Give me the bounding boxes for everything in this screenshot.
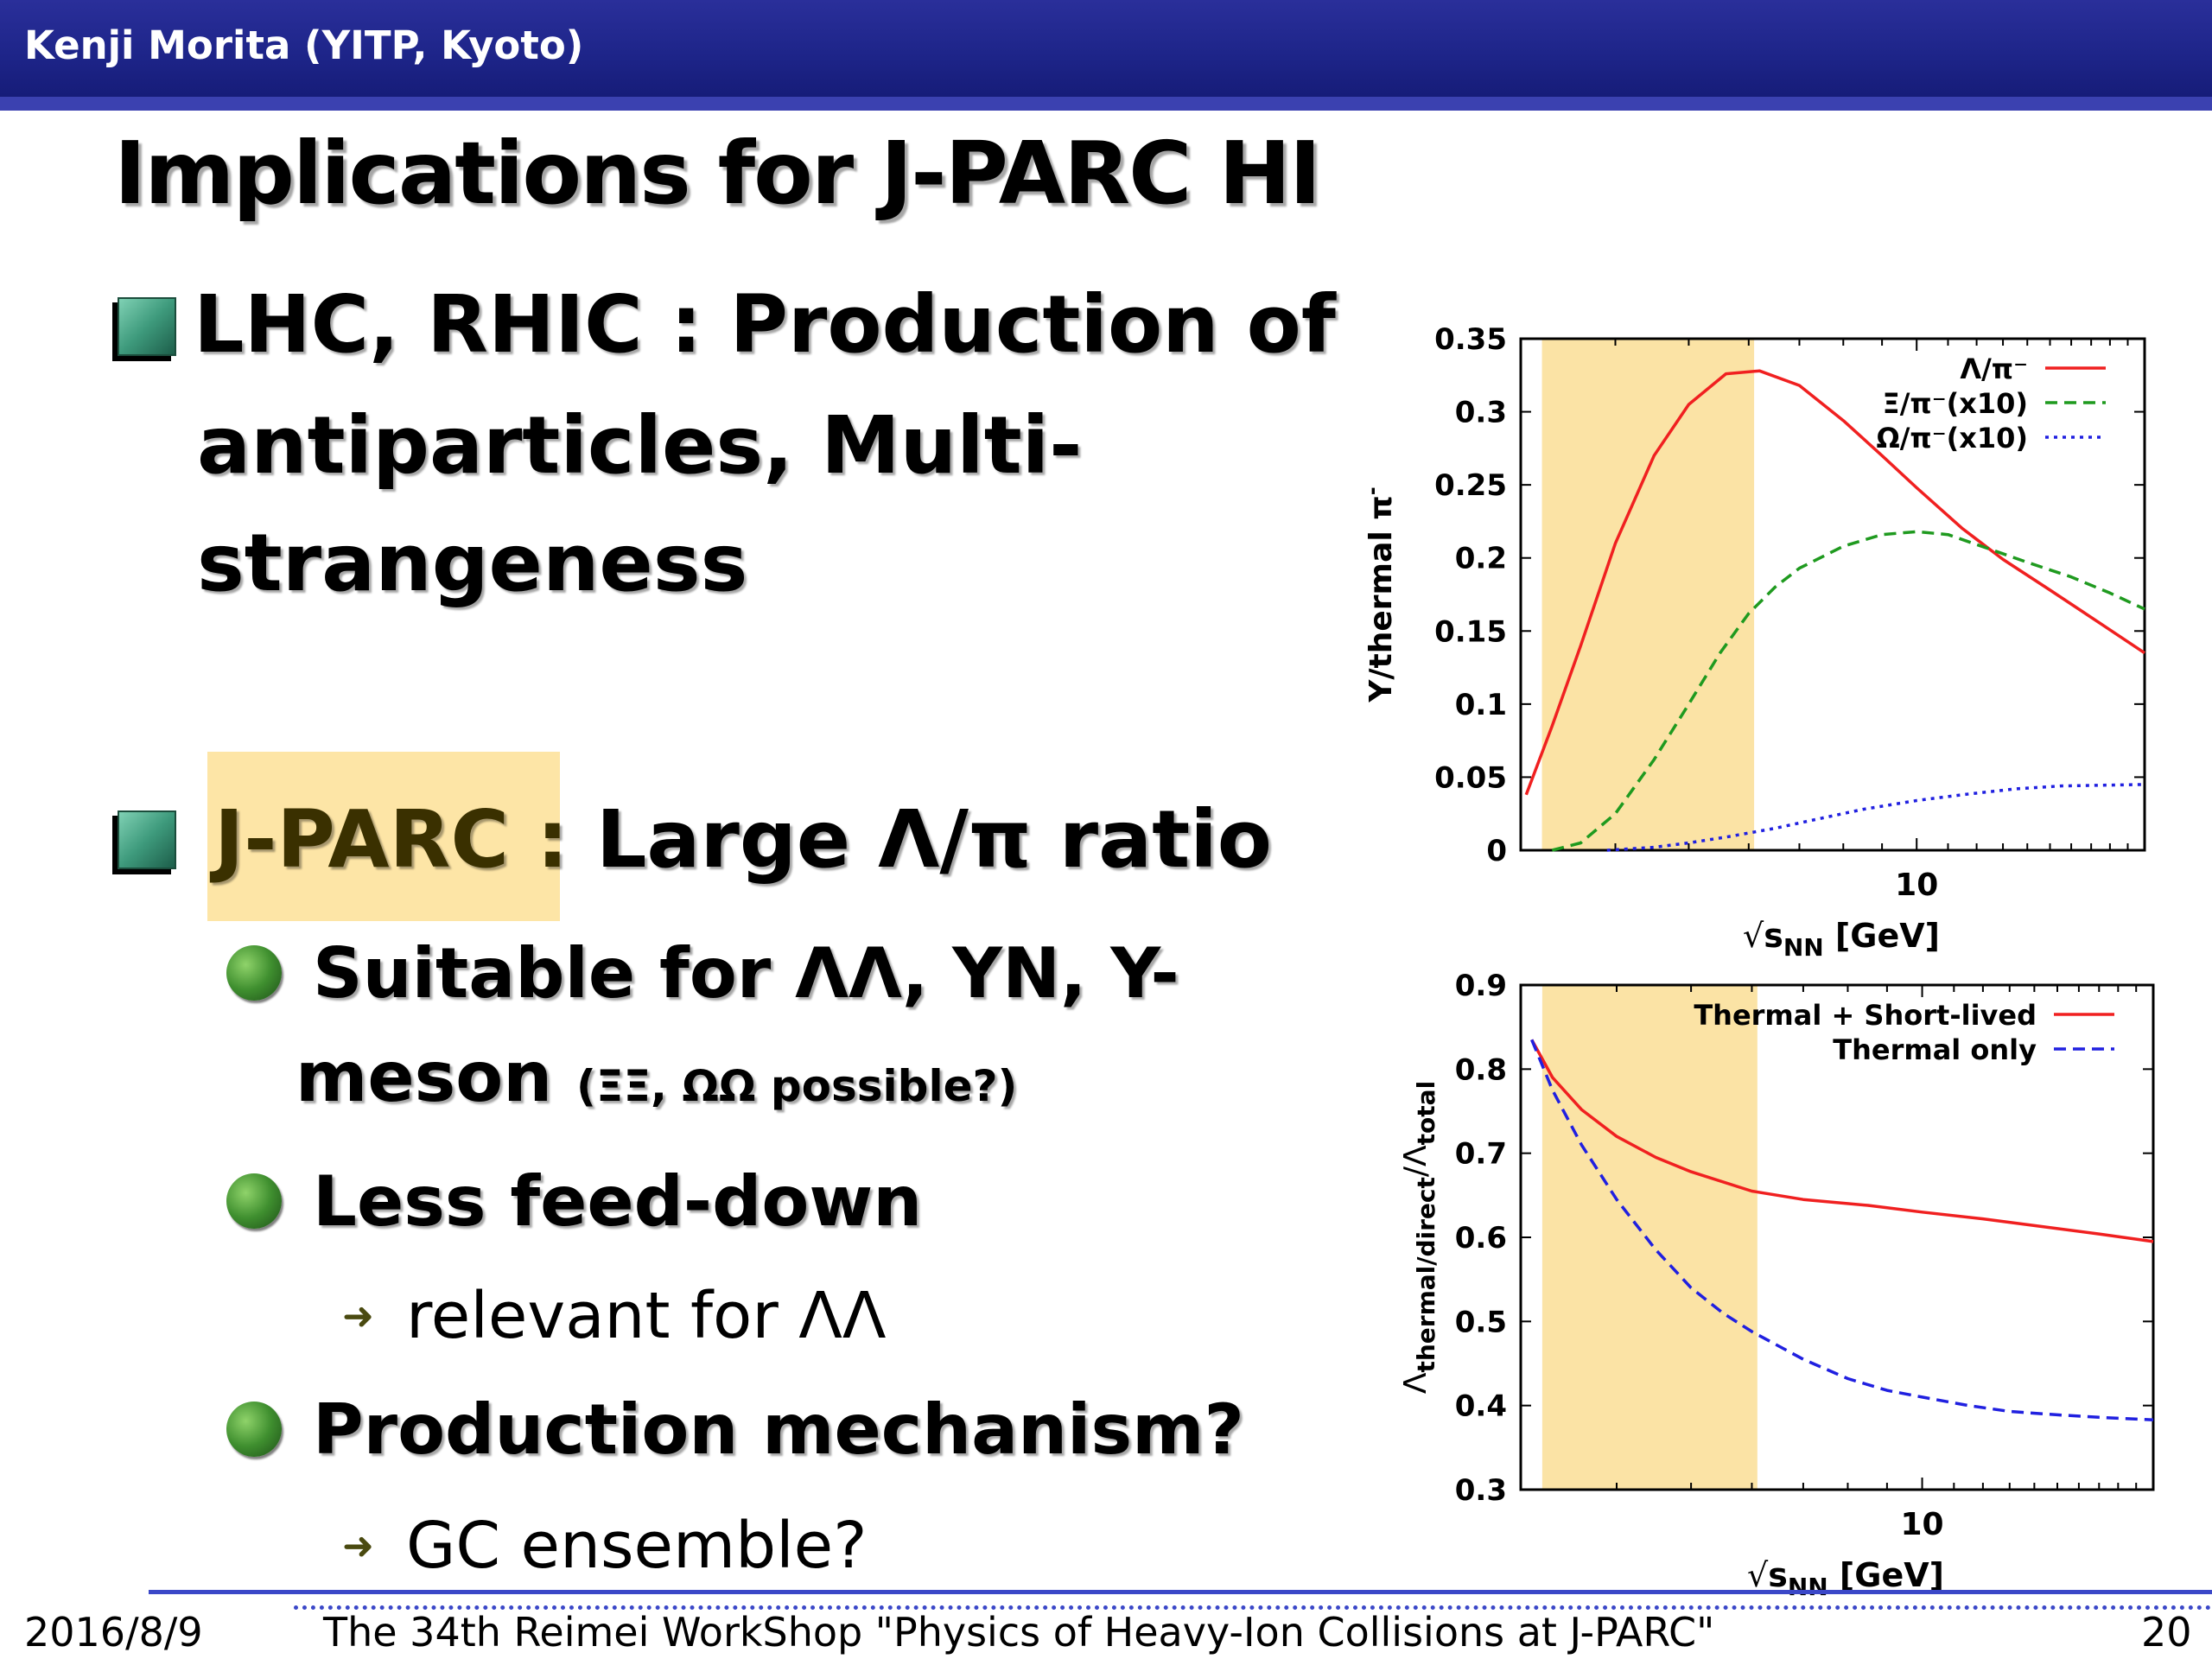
bullet-2: J-PARC : Large Λ/π ratio: [214, 793, 1272, 886]
meson-text: meson: [296, 1037, 576, 1117]
x-axis-label: √sNN [GeV]: [1747, 1556, 1944, 1599]
y-tick-label: 0.6: [1455, 1221, 1507, 1255]
footer-divider: [149, 1590, 2212, 1594]
sub-bullet-1-line-1: Suitable for ΛΛ, YN, Y-: [313, 933, 1179, 1014]
y-tick-label: 0.3: [1455, 1473, 1507, 1508]
y-tick-label: 0.25: [1434, 468, 1507, 503]
y-tick-label: 0.3: [1455, 396, 1507, 430]
highlight-box: [207, 752, 560, 921]
green-ball-bullet-icon: [226, 1402, 282, 1457]
footer-dotted-divider: [294, 1605, 2212, 1610]
plot-frame: [1519, 337, 2146, 852]
y-tick-label: 0.35: [1434, 322, 1507, 357]
jparc-highlight-text: J-PARC :: [214, 793, 596, 886]
y-tick-label: 0.7: [1455, 1137, 1507, 1172]
square-bullet-icon: [118, 297, 176, 356]
y-tick-label: 0.5: [1455, 1305, 1507, 1339]
bullet-1-line-3: strangeness: [197, 517, 748, 609]
x-axis-label: √sNN [GeV]: [1743, 917, 1940, 962]
legend-label: Thermal only: [1833, 1033, 2037, 1066]
y-tick-label: 0.8: [1455, 1052, 1507, 1087]
bullet-1-line-2: antiparticles, Multi-: [197, 399, 1083, 492]
bullet-2-rest: Large Λ/π ratio: [595, 793, 1272, 886]
energy-band-highlight: [1541, 339, 1755, 850]
sub-bullet-1-line-2: meson (ΞΞ, ΩΩ possible?): [296, 1037, 1017, 1117]
series-line-1: [1524, 369, 2145, 796]
series-line-2: [1530, 1039, 2154, 1421]
page-number: 20: [2141, 1609, 2192, 1656]
series-line-2: [1551, 530, 2145, 852]
x-tick-label: 10: [1900, 1507, 1943, 1542]
y-tick-label: 0: [1486, 834, 1507, 868]
legend-label: Thermal + Short-lived: [1694, 999, 2037, 1032]
series-line-1: [1530, 1039, 2154, 1243]
sub-bullet-2: Less feed-down: [313, 1161, 923, 1242]
ss-omega-note: (ΞΞ, ΩΩ possible?): [576, 1061, 1018, 1111]
sub-sub-bullet-1: relevant for ΛΛ: [406, 1279, 887, 1353]
header-bar: [0, 0, 2212, 97]
y-tick-label: 0.2: [1455, 542, 1507, 576]
legend-label: Ω/π⁻(x10): [1876, 422, 2028, 454]
y-axis-label: Λthermal/direct/Λtotal: [1398, 1081, 1440, 1394]
y-tick-label: 0.05: [1434, 760, 1507, 795]
legend-label: Ξ/π⁻(x10): [1882, 387, 2028, 420]
author-label: Kenji Morita (YITP, Kyoto): [24, 22, 584, 68]
y-tick-label: 0.15: [1434, 614, 1507, 649]
legend-label: Λ/π⁻: [1960, 353, 2028, 385]
bullet-1-line-1: LHC, RHIC : Production of: [194, 278, 1336, 371]
x-tick-label: 10: [1895, 868, 1938, 903]
ratio-chart: 0 0.05 0.1 0.15 0.2 0.25 0.3 0.35 10 √sNN [GeV] Y/…: [1360, 322, 2146, 962]
lambda-fraction-chart: 0.3 0.4 0.5 0.6 0.7 0.8 0.9 10 √sNN [GeV] Λtherma…: [1398, 969, 2155, 1599]
sub-sub-bullet-2: GC ensemble?: [406, 1509, 868, 1583]
slide-title: Implications for J-PARC HI: [114, 123, 1321, 224]
sub-bullet-3: Production mechanism?: [313, 1389, 1244, 1470]
y-axis-label: Y/thermal π-: [1360, 486, 1399, 702]
footer-event-title: The 34th Reimei WorkShop "Physics of Hea…: [323, 1609, 1715, 1656]
footer-date: 2016/8/9: [24, 1609, 203, 1656]
header-divider: [0, 97, 2212, 111]
y-tick-label: 0.1: [1455, 688, 1507, 722]
y-tick-label: 0.9: [1455, 969, 1507, 1003]
green-ball-bullet-icon: [226, 1173, 282, 1229]
green-ball-bullet-icon: [226, 945, 282, 1001]
square-bullet-icon: [118, 810, 176, 869]
y-tick-label: 0.4: [1455, 1389, 1507, 1424]
energy-band-highlight: [1541, 985, 1758, 1490]
arrow-bullet-icon: ➜: [342, 1524, 374, 1568]
arrow-bullet-icon: ➜: [342, 1294, 374, 1338]
